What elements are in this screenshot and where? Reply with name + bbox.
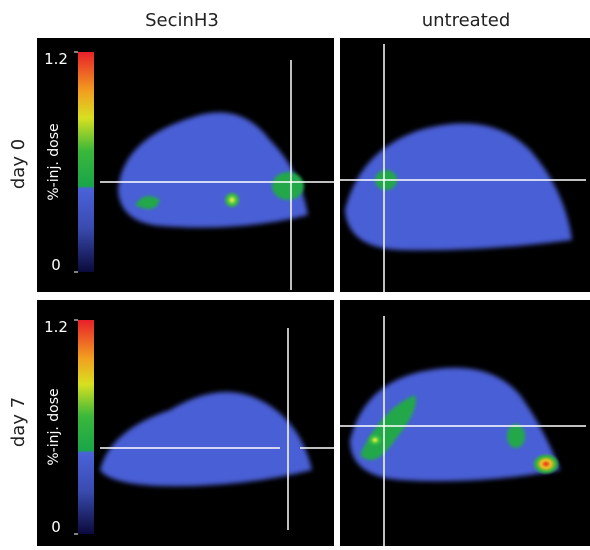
- colorbar-tick-label: 1.2: [44, 50, 68, 68]
- colorbar: %-inj. dose 0 1.2: [44, 318, 94, 536]
- image-panel: [340, 38, 590, 292]
- column-header: untreated: [422, 10, 511, 31]
- colorbar-tick-label: 1.2: [44, 318, 68, 336]
- colorbar-label: %-inj. dose: [46, 123, 62, 200]
- row-label: day 0: [8, 139, 29, 189]
- colorbar: %-inj. dose 0 1.2: [44, 50, 94, 274]
- colorbar-label: %-inj. dose: [46, 388, 62, 465]
- image-panel: [340, 300, 590, 546]
- column-header: SecinH3: [145, 10, 219, 31]
- colorbar-tick-label: 0: [51, 256, 61, 274]
- colorbar-tick-label: 0: [51, 518, 61, 536]
- row-label: day 7: [8, 397, 29, 447]
